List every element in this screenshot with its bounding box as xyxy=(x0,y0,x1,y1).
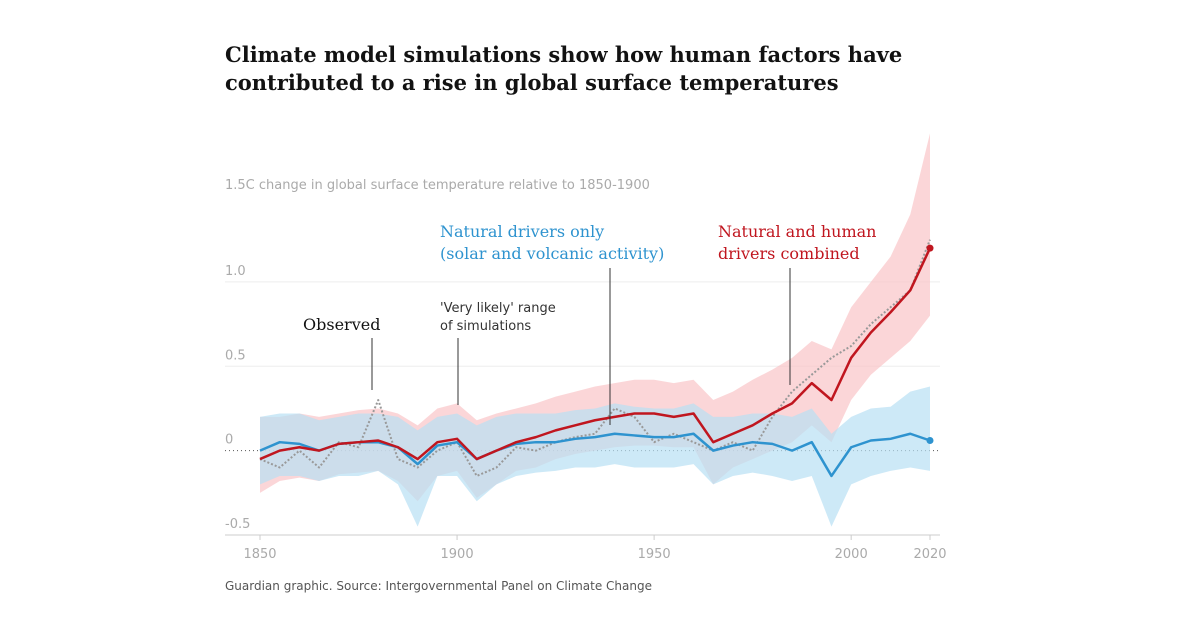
y-tick-label: 0 xyxy=(225,433,233,448)
human-label: drivers combined xyxy=(718,244,860,263)
observed-line xyxy=(259,239,931,477)
model-line xyxy=(259,247,932,461)
y-tick-label: 0.5 xyxy=(225,348,246,363)
x-tick-label: 2000 xyxy=(835,547,868,562)
human-label: Natural and human xyxy=(718,222,876,241)
source: Guardian graphic. Source: Intergovernmen… xyxy=(225,579,652,593)
range-band xyxy=(260,386,930,527)
y-axis-label: 1.5C change in global surface temperatur… xyxy=(225,178,650,193)
natural-label: Natural drivers only xyxy=(440,222,604,241)
end-point xyxy=(926,437,934,444)
x-tick-label: 2020 xyxy=(913,547,946,562)
end-point xyxy=(926,244,934,252)
natural-label: (solar and volcanic activity) xyxy=(440,244,664,263)
x-tick-label: 1850 xyxy=(243,547,276,562)
y-tick-label: -0.5 xyxy=(225,517,250,532)
range-band xyxy=(260,133,930,502)
range-label: 'Very likely' range xyxy=(440,301,556,316)
observed-label: Observed xyxy=(303,315,380,334)
range-label: of simulations xyxy=(440,319,531,334)
chart-title: contributed to a rise in global surface … xyxy=(225,70,839,95)
chart-title: Climate model simulations show how human… xyxy=(225,42,902,67)
y-tick-label: 1.0 xyxy=(225,264,246,279)
x-tick-label: 1950 xyxy=(638,547,671,562)
leader-lines xyxy=(371,268,791,425)
x-tick-label: 1900 xyxy=(441,547,474,562)
plot-area xyxy=(225,133,940,540)
